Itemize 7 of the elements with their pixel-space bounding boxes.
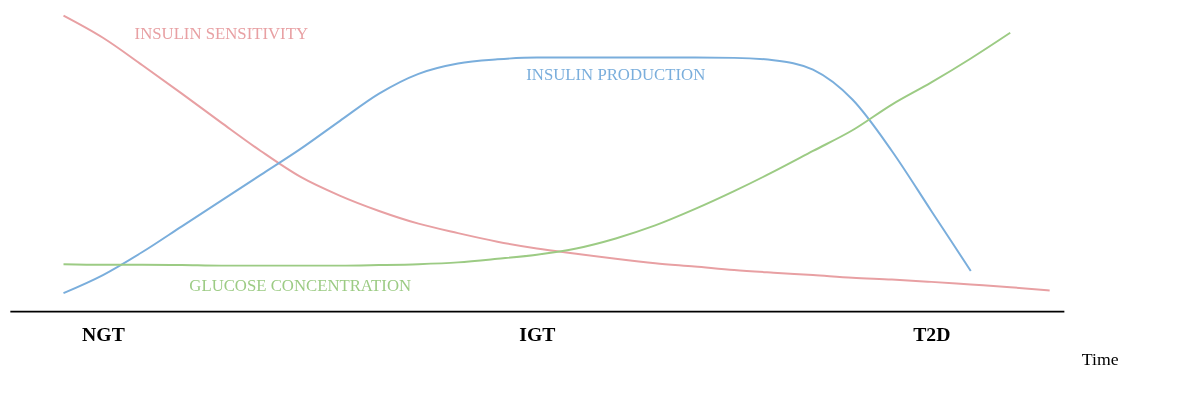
x-axis-title: Time: [1081, 348, 1119, 369]
x-tick-label: IGT: [519, 323, 556, 346]
x-tick-label: T2D: [913, 323, 951, 346]
series-label: INSULIN PRODUCTION: [526, 65, 706, 85]
series-label: INSULIN SENSITIVITY: [134, 23, 308, 43]
x-tick-label: NGT: [82, 323, 125, 346]
series-label: GLUCOSE CONCENTRATION: [189, 276, 412, 296]
